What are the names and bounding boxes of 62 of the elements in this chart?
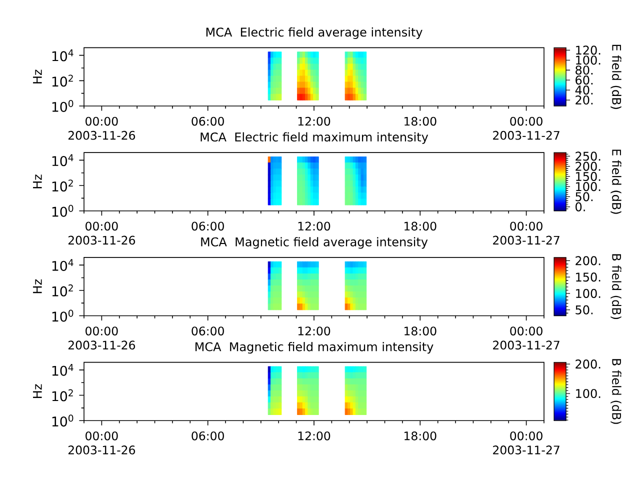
x-tick-label: 12:00 [298, 431, 330, 440]
y-axis-title: Hz [33, 279, 42, 294]
y-tick-label: 10$^{2}$ [52, 74, 73, 87]
y-tick-label: 10$^{4}$ [52, 364, 74, 376]
x-tick-label: 18:00 [404, 326, 436, 336]
y-tick-label: 10$^{4}$ [52, 49, 74, 62]
chart-title: MCA Electric field average intensity [206, 27, 422, 39]
color-bar-label: 100. [576, 388, 600, 398]
x-tick-label: 00:00 2003-11-27 [493, 116, 560, 140]
x-tick-label: 06:00 [192, 116, 224, 126]
x-tick-label: 00:00 2003-11-27 [493, 326, 560, 350]
chart-title: MCA Electric field maximum intensity [200, 132, 428, 144]
color-bar-label: 120. [576, 46, 600, 55]
x-tick-label: 06:00 [192, 431, 224, 440]
y-tick-label: 10$^{2}$ [52, 180, 73, 192]
color-bar-label: 200. [576, 162, 600, 171]
y-tick-label: 10$^{2}$ [52, 389, 73, 402]
color-bar-title: B field (dB) [610, 254, 622, 320]
color-bar-title: B field (dB) [610, 359, 622, 424]
x-tick-label: 06:00 [192, 326, 224, 336]
color-bar-title: E field (dB) [610, 44, 622, 109]
x-tick-label: 00:00 2003-11-27 [493, 222, 560, 245]
color-bar-label: 200. [576, 256, 600, 266]
y-axis-title: Hz [33, 384, 42, 398]
x-tick-label: 00:00 2003-11-26 [68, 431, 136, 454]
color-bar-label: 0. [576, 202, 585, 212]
color-bar-label: 80. [576, 66, 593, 75]
color-bar-label: 150. [576, 172, 600, 181]
color-bar-label: 150. [576, 272, 600, 282]
color-bar-label: 40. [575, 86, 593, 95]
y-tick-label: 10$^{2}$ [52, 284, 73, 296]
chart-title: MCA Magnetic field average intensity [201, 237, 428, 249]
x-tick-label: 18:00 [404, 431, 436, 440]
y-tick-label: 10$^{4}$ [52, 259, 74, 271]
y-tick-label: 10$^{0}$ [52, 100, 74, 112]
y-axis-title: Hz [33, 174, 42, 188]
color-bar-label: 100. [576, 288, 600, 298]
x-tick-label: 18:00 [404, 116, 436, 126]
color-bar-label: 200. [576, 360, 600, 369]
chart-title: MCA Magnetic field maximum intensity [196, 342, 434, 354]
color-bar-label: 250. [576, 152, 600, 161]
color-bar-label: 20. [576, 95, 593, 105]
y-tick-label: 10$^{0}$ [52, 414, 74, 427]
x-tick-label: 00:00 2003-11-26 [68, 116, 136, 140]
y-axis-title: Hz [33, 70, 42, 84]
x-tick-label: 12:00 [298, 116, 330, 126]
x-tick-label: 00:00 2003-11-26 [68, 326, 136, 350]
x-tick-label: 12:00 [298, 326, 330, 336]
color-bar-title: E field (dB) [610, 150, 622, 214]
color-bar-label: 100. [576, 182, 600, 192]
x-tick-label: 18:00 [404, 222, 436, 231]
x-tick-label: 06:00 [192, 222, 224, 231]
y-tick-label: 10$^{4}$ [52, 154, 74, 166]
y-tick-label: 10$^{0}$ [52, 204, 74, 217]
x-tick-label: 00:00 2003-11-27 [493, 431, 560, 454]
x-tick-label: 00:00 2003-11-26 [68, 222, 136, 245]
color-bar-label: 50. [576, 305, 593, 314]
color-bar-label: 50. [576, 192, 593, 202]
y-tick-label: 10$^{0}$ [52, 310, 74, 322]
x-tick-label: 12:00 [298, 222, 330, 231]
color-bar-label: 60. [576, 76, 593, 85]
color-bar-label: 100. [576, 56, 600, 65]
